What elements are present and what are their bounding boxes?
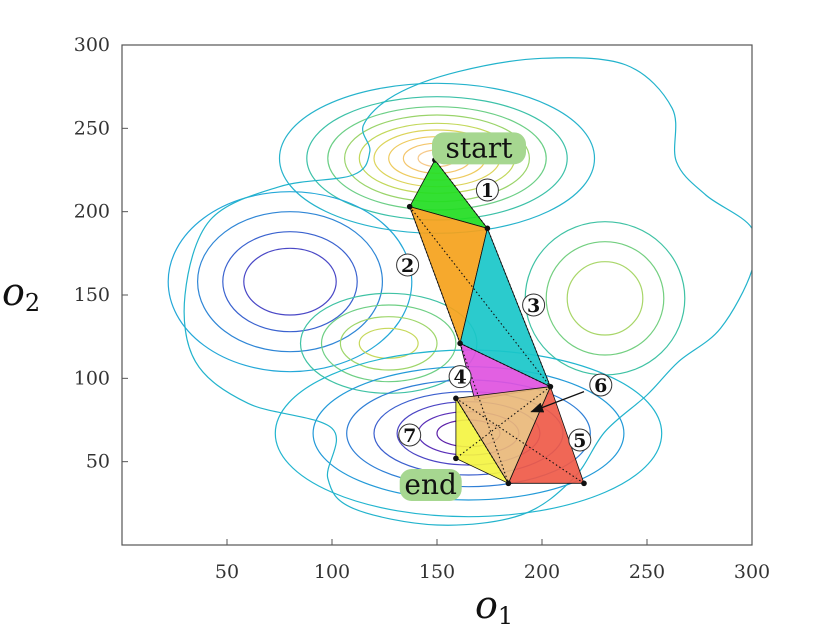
x-tick-label: 300 bbox=[734, 561, 770, 583]
step-badge bbox=[396, 253, 420, 277]
contour-line bbox=[358, 327, 419, 359]
y-tick-label: 250 bbox=[74, 117, 110, 139]
step-badge bbox=[568, 428, 592, 452]
tag-end: end bbox=[404, 468, 457, 501]
diagonal-line bbox=[459, 343, 509, 484]
diagonal-line bbox=[455, 398, 509, 484]
step-label-3: 3 bbox=[527, 295, 540, 317]
contour-line bbox=[320, 304, 457, 383]
y-tick-label: 100 bbox=[74, 367, 110, 389]
tag-background bbox=[432, 132, 526, 165]
x-axis-label: o1 bbox=[475, 583, 513, 628]
step-badge bbox=[522, 293, 546, 317]
contour-line bbox=[339, 316, 438, 371]
step-badge bbox=[589, 373, 613, 397]
annotations: start end 1 2 3 4 6 5 7 bbox=[396, 131, 613, 501]
step-label-5: 5 bbox=[573, 430, 586, 452]
vertex-point bbox=[406, 203, 413, 210]
vertex-point bbox=[457, 340, 463, 347]
contour-line bbox=[243, 247, 337, 316]
step-label-6: 6 bbox=[594, 375, 607, 397]
step-label-4: 4 bbox=[453, 367, 466, 389]
y-axis-label: o2 bbox=[2, 270, 40, 317]
y-tick-label: 200 bbox=[74, 201, 110, 223]
vertex-point bbox=[484, 225, 491, 232]
step-badge bbox=[448, 365, 472, 389]
arrow-6 bbox=[530, 391, 585, 413]
path-triangles bbox=[409, 159, 585, 485]
vertex-point bbox=[505, 480, 512, 487]
contour-line bbox=[545, 241, 665, 356]
step-label-7: 7 bbox=[403, 425, 416, 447]
x-tick-label: 50 bbox=[215, 561, 239, 583]
contour-line bbox=[197, 211, 384, 353]
tag-start: start bbox=[446, 131, 514, 164]
step-label-2: 2 bbox=[401, 255, 414, 277]
x-tick-label: 100 bbox=[314, 561, 350, 583]
diagonal-line bbox=[486, 228, 551, 387]
vertex-point bbox=[453, 395, 459, 402]
y-tick-label: 300 bbox=[74, 34, 110, 56]
vertex-point bbox=[453, 455, 459, 462]
step-badge bbox=[475, 178, 499, 202]
diagonal-line bbox=[459, 342, 551, 388]
tag-background bbox=[399, 469, 462, 501]
diagonal-line bbox=[409, 206, 461, 344]
x-tick-label: 200 bbox=[524, 561, 560, 583]
contour-line bbox=[222, 231, 358, 333]
step-label-1: 1 bbox=[481, 180, 494, 202]
y-tick-label: 150 bbox=[74, 284, 110, 306]
diagonal-line bbox=[455, 397, 585, 484]
dotted-diagonals bbox=[409, 159, 585, 484]
y-tick-label: 50 bbox=[86, 451, 110, 473]
x-tick-label: 250 bbox=[629, 561, 665, 583]
contour-line bbox=[524, 221, 686, 376]
contour-line bbox=[167, 191, 413, 373]
axis-ticks: 50 100 150 200 250 300 50 100 150 200 250 300 bbox=[74, 34, 770, 583]
x-tick-label: 150 bbox=[419, 561, 455, 583]
vertex-point bbox=[547, 383, 554, 390]
contour-line bbox=[566, 261, 644, 336]
vertex-point bbox=[581, 480, 587, 487]
step-badge bbox=[398, 423, 422, 447]
